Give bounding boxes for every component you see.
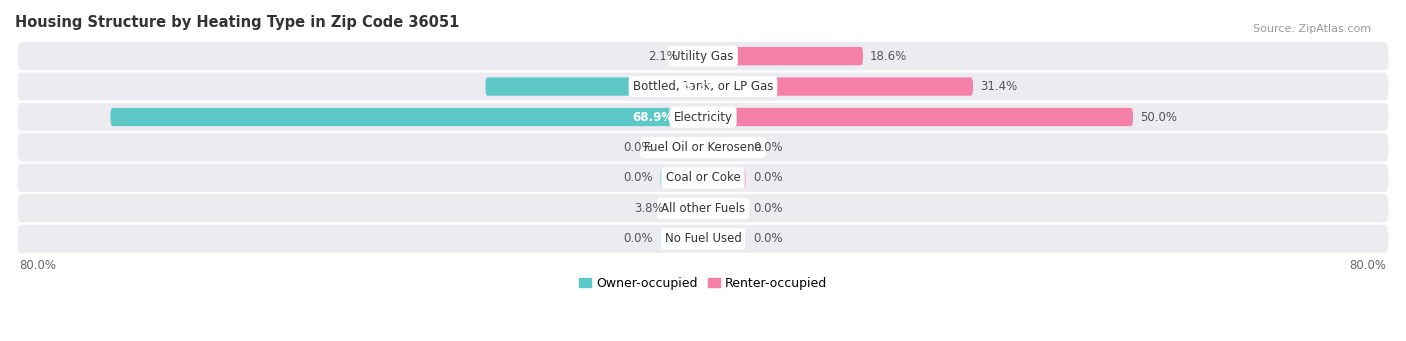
Text: Housing Structure by Heating Type in Zip Code 36051: Housing Structure by Heating Type in Zip… xyxy=(15,15,460,30)
FancyBboxPatch shape xyxy=(703,169,747,187)
Text: 0.0%: 0.0% xyxy=(623,232,654,245)
FancyBboxPatch shape xyxy=(18,164,1388,192)
FancyBboxPatch shape xyxy=(659,138,703,157)
FancyBboxPatch shape xyxy=(703,47,863,65)
Text: Utility Gas: Utility Gas xyxy=(672,49,734,63)
Text: 0.0%: 0.0% xyxy=(623,141,654,154)
FancyBboxPatch shape xyxy=(18,73,1388,101)
FancyBboxPatch shape xyxy=(18,194,1388,222)
Text: 0.0%: 0.0% xyxy=(752,232,783,245)
Text: 25.3%: 25.3% xyxy=(676,80,718,93)
FancyBboxPatch shape xyxy=(703,199,747,218)
Text: Fuel Oil or Kerosene: Fuel Oil or Kerosene xyxy=(644,141,762,154)
Text: 0.0%: 0.0% xyxy=(623,172,654,184)
FancyBboxPatch shape xyxy=(703,230,747,248)
FancyBboxPatch shape xyxy=(659,169,703,187)
Text: All other Fuels: All other Fuels xyxy=(661,202,745,215)
FancyBboxPatch shape xyxy=(18,133,1388,161)
Text: 50.0%: 50.0% xyxy=(1140,110,1177,123)
Text: 0.0%: 0.0% xyxy=(752,141,783,154)
Text: 2.1%: 2.1% xyxy=(648,49,678,63)
FancyBboxPatch shape xyxy=(111,108,703,126)
FancyBboxPatch shape xyxy=(18,42,1388,70)
Text: Electricity: Electricity xyxy=(673,110,733,123)
Text: 80.0%: 80.0% xyxy=(20,258,56,271)
Text: 18.6%: 18.6% xyxy=(870,49,907,63)
FancyBboxPatch shape xyxy=(685,47,703,65)
Text: 31.4%: 31.4% xyxy=(980,80,1017,93)
Text: Coal or Coke: Coal or Coke xyxy=(665,172,741,184)
FancyBboxPatch shape xyxy=(671,199,703,218)
FancyBboxPatch shape xyxy=(703,138,747,157)
Text: 80.0%: 80.0% xyxy=(1350,258,1386,271)
Text: Source: ZipAtlas.com: Source: ZipAtlas.com xyxy=(1253,24,1371,34)
FancyBboxPatch shape xyxy=(703,77,973,96)
FancyBboxPatch shape xyxy=(703,108,1133,126)
Legend: Owner-occupied, Renter-occupied: Owner-occupied, Renter-occupied xyxy=(574,272,832,295)
Text: 3.8%: 3.8% xyxy=(634,202,664,215)
FancyBboxPatch shape xyxy=(18,225,1388,253)
Text: No Fuel Used: No Fuel Used xyxy=(665,232,741,245)
Text: 68.9%: 68.9% xyxy=(631,110,673,123)
Text: 0.0%: 0.0% xyxy=(752,202,783,215)
FancyBboxPatch shape xyxy=(485,77,703,96)
FancyBboxPatch shape xyxy=(659,230,703,248)
FancyBboxPatch shape xyxy=(18,103,1388,131)
Text: 0.0%: 0.0% xyxy=(752,172,783,184)
Text: Bottled, Tank, or LP Gas: Bottled, Tank, or LP Gas xyxy=(633,80,773,93)
